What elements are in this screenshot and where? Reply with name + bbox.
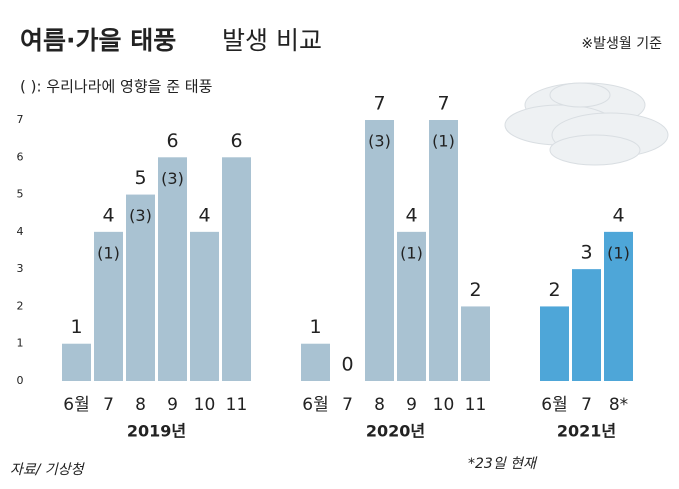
affected-label: (3)	[129, 206, 152, 225]
value-label: 3	[580, 242, 592, 264]
bar	[94, 231, 123, 381]
y-tick-label: 5	[17, 188, 24, 201]
y-tick-label: 6	[17, 150, 24, 163]
x-tick-label: 10	[194, 395, 216, 415]
value-label: 2	[469, 279, 481, 301]
bar	[461, 306, 490, 381]
value-label: 4	[612, 204, 624, 226]
bar	[158, 157, 187, 381]
chart-title: 여름·가을 태풍	[20, 26, 176, 55]
x-tick-label: 11	[226, 395, 248, 415]
x-tick-label: 6월	[541, 395, 567, 415]
x-tick-label: 8	[135, 395, 146, 415]
x-tick-label: 11	[465, 395, 487, 415]
y-tick-label: 0	[17, 374, 24, 387]
value-label: 4	[198, 204, 210, 226]
bar	[301, 343, 330, 381]
x-tick-label: 9	[406, 395, 417, 415]
value-label: 6	[166, 130, 178, 152]
value-label: 2	[548, 279, 560, 301]
chart-subtitle: 발생 비교	[222, 26, 322, 55]
bar	[190, 231, 219, 381]
value-label: 1	[309, 316, 321, 338]
bar	[540, 306, 569, 381]
x-tick-label: 10	[433, 395, 455, 415]
x-tick-label: 8	[374, 395, 385, 415]
y-tick-label: 3	[17, 262, 24, 275]
x-tick-label: 7	[581, 395, 592, 415]
x-tick-label: 8*	[609, 395, 628, 415]
y-tick-label: 1	[17, 337, 24, 350]
group-label: 2019년	[127, 422, 186, 441]
x-tick-label: 6월	[302, 395, 328, 415]
bar	[222, 157, 251, 381]
affected-label: (3)	[368, 132, 391, 151]
affected-label: (1)	[97, 243, 120, 262]
affected-label: (3)	[161, 169, 184, 188]
y-tick-label: 2	[17, 299, 24, 312]
value-label: 7	[437, 93, 449, 115]
y-tick-label: 4	[17, 225, 24, 238]
footnote: *23일 현재	[468, 456, 538, 472]
value-label: 1	[70, 316, 82, 338]
affected-label: (1)	[432, 132, 455, 151]
x-tick-label: 6월	[63, 395, 89, 415]
source: 자료/ 기상청	[10, 462, 86, 478]
bar	[62, 343, 91, 381]
x-tick-label: 9	[167, 395, 178, 415]
bar	[126, 194, 155, 381]
bar	[429, 120, 458, 381]
value-label: 6	[230, 130, 242, 152]
affected-label: (1)	[607, 243, 630, 262]
bar	[365, 120, 394, 381]
note: ※발생월 기준	[581, 36, 662, 52]
x-tick-label: 7	[103, 395, 114, 415]
group-label: 2020년	[366, 422, 425, 441]
x-tick-label: 7	[342, 395, 353, 415]
cloud-decoration	[504, 82, 669, 166]
bar	[604, 231, 633, 381]
group-label: 2021년	[557, 422, 616, 441]
value-label: 4	[405, 204, 417, 226]
bar	[397, 231, 426, 381]
value-label: 7	[373, 93, 385, 115]
value-label: 5	[134, 167, 146, 189]
value-label: 4	[102, 204, 114, 226]
legend-note: ( ): 우리나라에 영향을 준 태풍	[20, 78, 212, 96]
y-tick-label: 7	[17, 113, 24, 126]
bar	[572, 269, 601, 381]
value-label: 0	[341, 354, 353, 376]
affected-label: (1)	[400, 243, 423, 262]
